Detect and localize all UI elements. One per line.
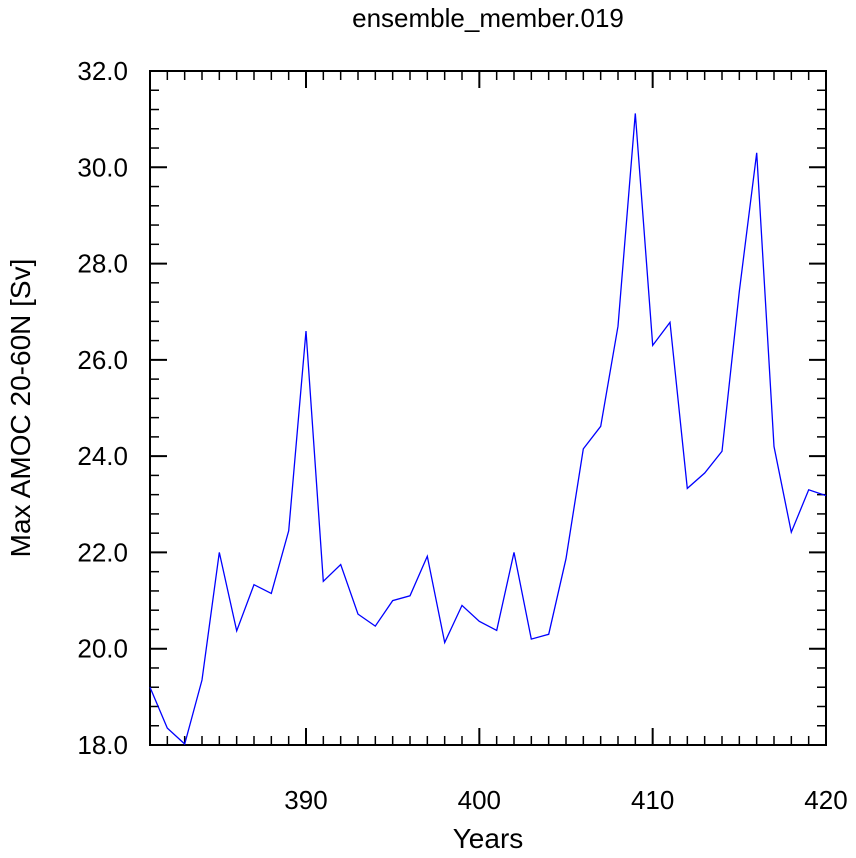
y-tick-label: 30.0 xyxy=(77,152,128,182)
plot-frame xyxy=(149,70,827,746)
chart-title: ensemble_member.019 xyxy=(352,3,624,33)
series-line xyxy=(149,113,827,746)
y-tick-label: 24.0 xyxy=(77,441,128,471)
y-tick-label: 18.0 xyxy=(77,730,128,760)
y-axis-label: Max AMOC 20-60N [Sv] xyxy=(5,259,36,558)
y-tick-label: 20.0 xyxy=(77,634,128,664)
x-tick-label: 420 xyxy=(804,785,847,815)
y-tick-label: 26.0 xyxy=(77,345,128,375)
x-tick-label: 410 xyxy=(631,785,674,815)
x-tick-label: 400 xyxy=(458,785,501,815)
plot-area: 390 400 410 420 18.0 20.0 22.0 24.0 26.0 28.0 30.0… xyxy=(77,56,847,815)
x-tick-label: 390 xyxy=(284,785,327,815)
x-axis-label: Years xyxy=(453,823,524,854)
y-tick-label: 28.0 xyxy=(77,249,128,279)
y-tick-label: 22.0 xyxy=(77,537,128,567)
y-tick-label: 32.0 xyxy=(77,56,128,86)
